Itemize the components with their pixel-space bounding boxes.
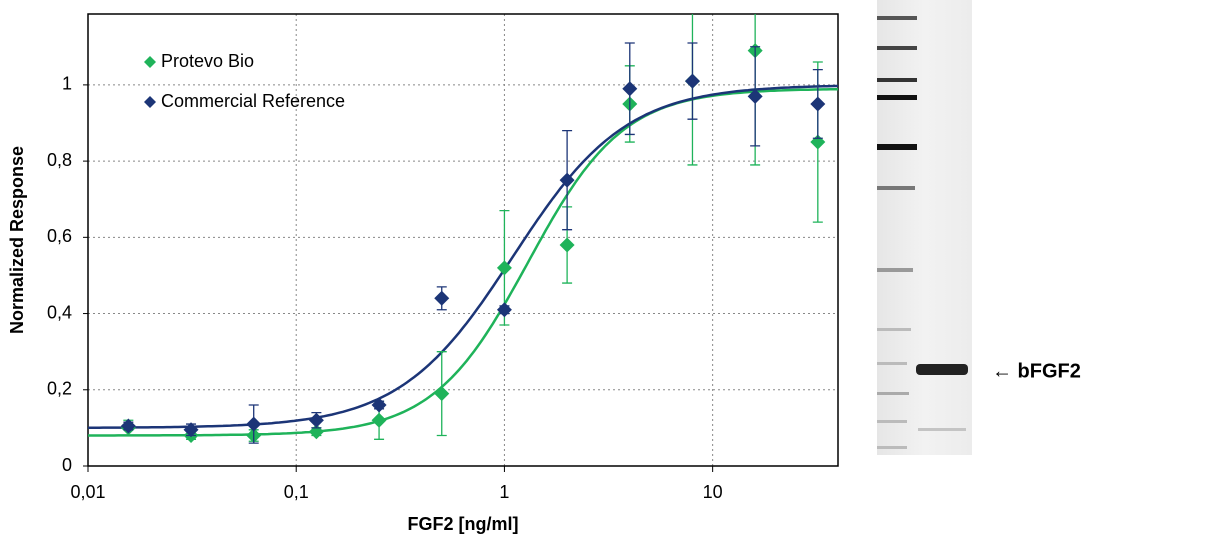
y-tick-label: 0,8	[47, 150, 72, 170]
fit-curve	[88, 87, 838, 437]
fit-curve	[88, 84, 838, 429]
data-point	[810, 96, 826, 112]
y-tick-label: 1	[62, 74, 72, 94]
y-tick-label: 0,2	[47, 379, 72, 399]
y-axis-label: Normalized Response	[7, 146, 27, 334]
legend-marker	[144, 96, 156, 108]
data-point	[559, 237, 575, 253]
gel-image	[877, 0, 972, 455]
data-point	[747, 88, 763, 104]
x-axis-label: FGF2 [ng/ml]	[408, 514, 519, 534]
data-point	[559, 172, 575, 188]
data-point	[496, 302, 512, 318]
plot-frame	[87, 13, 839, 467]
plot-area	[88, 14, 838, 444]
data-point	[371, 412, 387, 428]
legend-label: Protevo Bio	[161, 51, 254, 71]
data-point	[684, 73, 700, 89]
x-tick-label: 0,01	[70, 482, 105, 502]
gel-band-label: ← bFGF2	[992, 360, 1081, 382]
legend-marker	[144, 56, 156, 68]
legend-label: Commercial Reference	[161, 91, 345, 111]
data-point	[308, 412, 324, 428]
data-point	[246, 416, 262, 432]
data-point	[622, 81, 638, 97]
y-tick-label: 0	[62, 455, 72, 475]
y-tick-label: 0,6	[47, 226, 72, 246]
data-point	[120, 418, 136, 434]
data-point	[183, 422, 199, 438]
x-tick-label: 0,1	[284, 482, 309, 502]
x-tick-label: 10	[703, 482, 723, 502]
data-point	[434, 290, 450, 306]
y-tick-label: 0,4	[47, 302, 72, 322]
data-point	[496, 260, 512, 276]
x-tick-label: 1	[499, 482, 509, 502]
data-point	[434, 386, 450, 402]
data-point	[371, 397, 387, 413]
